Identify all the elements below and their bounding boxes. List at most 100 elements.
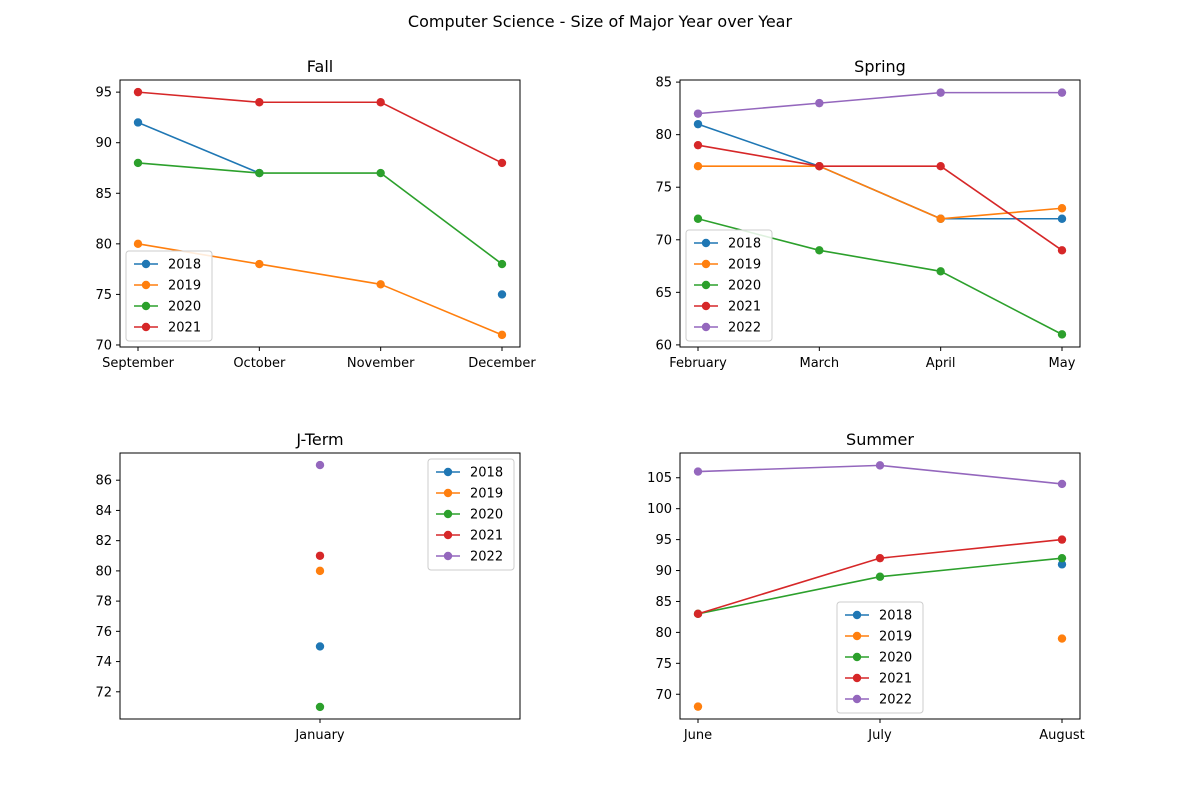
legend: 2018 2019 2020 2021 2022 [427, 458, 515, 571]
data-point-2021 [693, 140, 703, 150]
legend-label-2021: 2021 [470, 529, 503, 544]
y-tick-label: 85 [95, 187, 112, 202]
y-tick-label: 78 [95, 595, 112, 610]
data-point-2018 [133, 118, 143, 127]
series-line-2018 [697, 123, 1062, 220]
y-tick-label: 82 [95, 534, 112, 549]
y-tick-label: 95 [655, 533, 672, 548]
y-tick-label: 90 [95, 136, 112, 151]
y-tick-label: 80 [655, 626, 672, 641]
legend-label-2018: 2018 [879, 609, 912, 624]
legend-marker-2020 [141, 301, 151, 311]
legend-label-2022: 2022 [879, 693, 912, 708]
x-tick-label: March [800, 356, 840, 371]
legend-label-2019: 2019 [879, 630, 912, 645]
data-point-2020 [1057, 330, 1067, 339]
legend-label-2021: 2021 [879, 672, 912, 687]
legend-marker-2021 [141, 322, 151, 332]
data-point-2020 [815, 246, 824, 255]
data-point-2018 [1057, 560, 1067, 569]
legend-marker-2020 [852, 652, 862, 662]
legend-box [427, 458, 515, 571]
legend-label-2018: 2018 [728, 237, 761, 252]
legend-label-2020: 2020 [879, 651, 912, 666]
legend-marker-2020 [701, 280, 711, 290]
legend: 2018 2019 2020 2021 2022 [836, 601, 924, 714]
y-tick-label: 80 [95, 237, 112, 252]
legend-label-2018: 2018 [168, 258, 201, 273]
data-point-2022 [875, 461, 885, 470]
axes-frame [679, 79, 1081, 348]
x-tick-label: December [468, 356, 536, 371]
legend-label-2020: 2020 [728, 279, 761, 294]
subplot-title: Fall [307, 57, 333, 76]
subplot-title: Spring [854, 57, 906, 76]
subplot-j-term: J-Term 72 74 76 78 80 82 84 86 January 2018 2019 202… [95, 430, 521, 743]
data-point-2021 [315, 551, 325, 560]
legend-label-2020: 2020 [168, 300, 201, 315]
legend-label-2021: 2021 [168, 321, 201, 336]
x-tick-label: October [233, 356, 286, 371]
series-line-2020 [137, 162, 503, 265]
y-tick-label: 75 [655, 657, 672, 672]
subplot-title: Summer [846, 430, 914, 449]
data-point-2020 [315, 702, 325, 712]
figure-title: Computer Science - Size of Major Year ov… [407, 12, 793, 31]
y-tick-label: 70 [655, 688, 672, 703]
data-point-2019 [255, 259, 264, 269]
data-point-2019 [1057, 634, 1067, 643]
data-point-2021 [255, 98, 264, 107]
legend: 2018 2019 2020 2021 [125, 250, 213, 342]
y-tick-label: 90 [655, 564, 672, 579]
data-point-2020 [936, 267, 945, 276]
data-point-2021 [815, 161, 824, 171]
data-point-2018 [1057, 214, 1067, 223]
data-point-2022 [693, 467, 703, 476]
data-point-2019 [497, 330, 507, 340]
legend-marker-2018 [701, 238, 711, 248]
y-tick-label: 70 [95, 338, 112, 353]
legend-box [125, 250, 213, 342]
data-point-2020 [133, 158, 143, 168]
data-point-2021 [875, 553, 885, 563]
legend-box [836, 601, 924, 714]
data-point-2022 [1057, 88, 1067, 97]
x-tick-label: May [1049, 356, 1076, 371]
y-tick-label: 65 [655, 286, 672, 301]
series-line-2021 [697, 144, 1063, 251]
data-point-2022 [315, 460, 325, 470]
y-tick-label: 85 [655, 595, 672, 610]
y-tick-label: 72 [95, 685, 112, 700]
legend-marker-2018 [852, 610, 862, 620]
y-tick-label: 60 [655, 338, 672, 353]
legend-marker-2021 [701, 301, 711, 311]
data-point-2021 [376, 98, 385, 107]
subplot-title: J-Term [295, 430, 343, 449]
data-point-2021 [936, 161, 945, 171]
data-point-2021 [1057, 246, 1067, 255]
data-point-2019 [693, 161, 703, 171]
y-tick-label: 76 [95, 625, 112, 640]
legend-label-2019: 2019 [728, 258, 761, 273]
legend-marker-2019 [852, 631, 862, 641]
data-point-2021 [133, 87, 143, 97]
y-tick-label: 70 [655, 233, 672, 248]
y-tick-label: 74 [95, 655, 112, 670]
data-point-2022 [936, 88, 945, 97]
data-point-2018 [315, 642, 325, 651]
legend-marker-2022 [701, 322, 711, 332]
y-tick-label: 85 [655, 76, 672, 91]
legend-marker-2021 [443, 530, 453, 540]
x-tick-label: September [102, 356, 175, 371]
legend-marker-2020 [443, 509, 453, 519]
y-tick-label: 80 [95, 564, 112, 579]
series-line-2022 [697, 91, 1062, 115]
x-tick-label: August [1039, 728, 1085, 743]
y-tick-label: 75 [95, 288, 112, 303]
data-point-2019 [1057, 204, 1067, 213]
data-point-2020 [255, 168, 264, 178]
y-tick-label: 84 [95, 504, 112, 519]
series-line-2021 [137, 91, 503, 164]
